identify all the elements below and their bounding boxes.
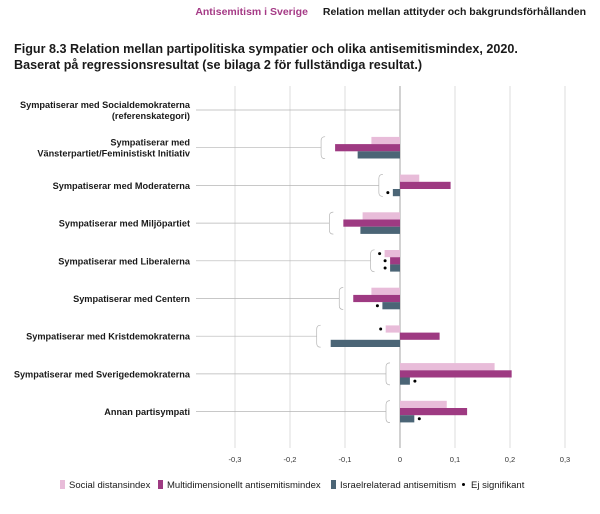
legend-label-nonsig: Ej signifikant — [471, 480, 525, 491]
chart-title: Figur 8.3 Relation mellan partipolitiska… — [14, 41, 584, 73]
legend-label-multi: Multidimensionellt antisemitismindex — [167, 480, 321, 491]
legend-label-israel: Israelrelaterad antisemitism — [340, 480, 457, 491]
bar-israel — [400, 415, 415, 423]
bracket — [385, 362, 391, 386]
not-significant-dot — [383, 259, 387, 263]
not-significant-dot — [378, 252, 382, 256]
bar-social — [384, 250, 400, 258]
category-label: Sympatiserar med Socialdemokraterna — [20, 100, 191, 110]
chart-title-line-1: Figur 8.3 Relation mellan partipolitiska… — [14, 42, 518, 56]
category-label: Sympatiserar med Moderaterna — [53, 181, 191, 191]
header-section: Relation mellan attityder och bakgrundsf… — [322, 6, 586, 18]
x-tick-label: -0,1 — [339, 455, 352, 464]
bar-social — [362, 212, 400, 220]
bracket — [385, 400, 391, 423]
x-tick-label: 0,1 — [450, 455, 460, 464]
bar-israel — [400, 377, 410, 385]
not-significant-dot — [383, 266, 387, 270]
legend-swatch-israel — [331, 480, 336, 489]
bar-multi — [353, 294, 400, 303]
legend-swatch-multi — [158, 480, 163, 489]
legend-dot-nonsig — [462, 483, 465, 486]
header-brand: Antisemitism i Sverige — [195, 6, 308, 18]
legend-item-multi: Multidimensionellt antisemitismindex — [158, 480, 321, 491]
category-label: Sympatiserar med Miljöpartiet — [59, 219, 190, 229]
chart-title-line-2: Baserat på regressionsresultat (se bilag… — [14, 58, 423, 72]
bracket — [370, 249, 375, 273]
bar-multi — [400, 332, 440, 340]
bar-social — [400, 400, 447, 408]
bar-social — [371, 287, 400, 295]
category-label: Sympatiserar med Sverigedemokraterna — [14, 369, 191, 379]
bar-multi — [400, 370, 512, 378]
bracket — [378, 174, 383, 197]
bar-social — [400, 363, 495, 371]
not-significant-dot — [417, 417, 421, 421]
bracket — [316, 324, 321, 348]
legend-label-social: Social distansindex — [69, 480, 151, 491]
category-label: Sympatiserar med Kristdemokraterna — [26, 332, 191, 342]
bar-israel — [357, 151, 400, 159]
bar-israel — [392, 189, 400, 197]
bar-multi — [335, 144, 400, 152]
x-tick-label: -0,3 — [229, 455, 242, 464]
bar-israel — [382, 302, 400, 310]
page-header: Antisemitism i Sverige Relation mellan a… — [195, 6, 586, 18]
bracket — [320, 136, 326, 160]
x-tick-label: 0,3 — [560, 455, 570, 464]
category-label: Sympatiserar med — [110, 138, 190, 148]
not-significant-dot — [375, 304, 379, 308]
legend-item-nonsig: Ej signifikant — [462, 480, 524, 491]
bar-multi — [400, 181, 451, 189]
category-label: Annan partisympati — [104, 407, 190, 417]
not-significant-dot — [379, 327, 383, 331]
bar-social — [385, 325, 400, 333]
bar-multi — [390, 257, 400, 265]
x-tick-label: -0,2 — [284, 455, 297, 464]
bar-israel — [390, 264, 400, 272]
legend-item-social: Social distansindex — [60, 480, 150, 491]
bar-multi — [400, 408, 468, 416]
category-label: (referenskategori) — [112, 111, 190, 121]
category-label: Sympatiserar med Liberalerna — [58, 256, 191, 266]
bar-israel — [360, 226, 400, 234]
category-label: Vänsterpartiet/Feministiskt Initiativ — [37, 149, 191, 159]
bar-multi — [343, 219, 400, 227]
bar-israel — [330, 339, 400, 347]
bar-social — [371, 136, 400, 145]
legend-swatch-social — [60, 480, 65, 489]
x-tick-label: 0 — [398, 455, 402, 464]
bracket — [329, 211, 334, 235]
category-label: Sympatiserar med Centern — [73, 294, 190, 304]
not-significant-dot — [386, 191, 390, 195]
legend-item-israel: Israelrelaterad antisemitism — [331, 480, 456, 491]
bracket — [338, 287, 344, 310]
x-tick-label: 0,2 — [505, 455, 515, 464]
not-significant-dot — [413, 379, 417, 383]
bar-social — [400, 174, 420, 182]
